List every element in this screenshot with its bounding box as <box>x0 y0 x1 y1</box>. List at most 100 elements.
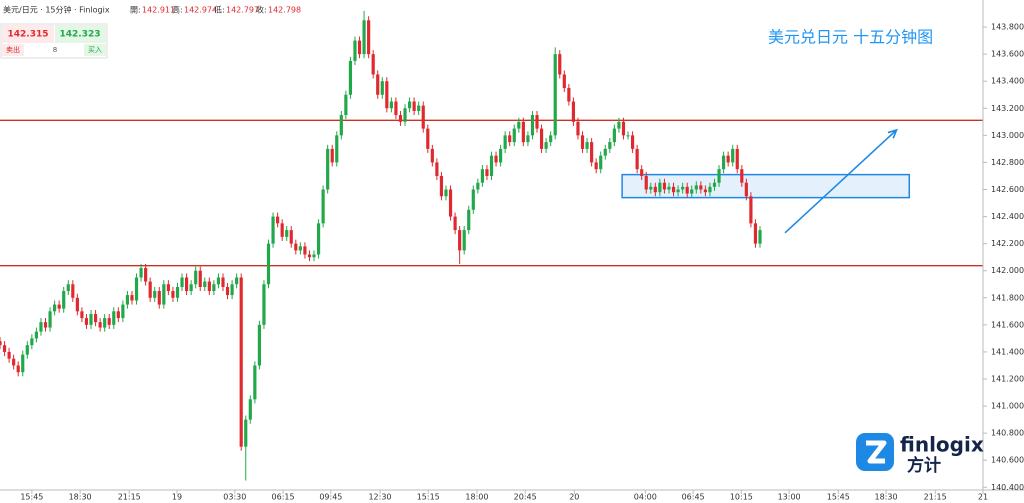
candle-body <box>430 148 434 163</box>
candle-body <box>53 304 57 312</box>
candle-body <box>171 291 175 298</box>
candle-body <box>80 311 84 319</box>
candle-body <box>485 169 489 176</box>
candle-body <box>257 324 261 366</box>
candle-body <box>75 297 79 312</box>
candle-body <box>189 284 193 292</box>
candle-body <box>353 40 357 61</box>
logo-mark <box>866 440 887 464</box>
candle-body <box>43 322 48 328</box>
candle-body <box>640 169 644 176</box>
x-tick-label: 15:45 <box>20 493 43 502</box>
candle-body <box>649 186 653 190</box>
candle-body <box>758 230 762 244</box>
y-tick-label: 142.000 <box>991 266 1024 275</box>
y-tick-label: 143.000 <box>991 131 1024 140</box>
candle-body <box>585 142 589 149</box>
candle-body <box>658 182 662 193</box>
sell-button[interactable] <box>2 25 54 43</box>
y-tick-label: 141.800 <box>991 293 1024 302</box>
candle-body <box>271 216 275 244</box>
candle-body <box>722 155 726 170</box>
candle-body <box>480 169 484 183</box>
open-label: 開: <box>130 6 141 15</box>
candle-body <box>403 108 407 122</box>
candle-body <box>635 148 639 170</box>
candle-body <box>494 155 498 163</box>
candle-body <box>421 105 425 129</box>
candle-body <box>708 186 712 193</box>
candle-body <box>394 101 398 116</box>
x-tick-label: 19 <box>172 493 182 502</box>
candle-body <box>539 128 544 149</box>
candle-body <box>544 142 548 149</box>
spread: 8 <box>53 46 57 54</box>
candle-body <box>335 135 339 163</box>
candle-body <box>731 148 735 163</box>
candle-body <box>262 284 266 325</box>
candle-body <box>549 135 553 143</box>
y-tick-label: 142.400 <box>991 212 1024 221</box>
candle-body <box>749 196 753 224</box>
candle-body <box>239 277 243 447</box>
y-tick-label: 143.600 <box>991 50 1024 59</box>
symbol-label: 美元/日元 · 15分钟 · Finlogix <box>3 5 110 15</box>
candle-body <box>435 162 439 176</box>
candle-body <box>744 182 748 197</box>
candle-body <box>690 189 694 194</box>
candle-body <box>125 295 130 305</box>
candle-body <box>339 115 343 136</box>
candle-body <box>89 314 93 325</box>
candle-body <box>630 135 635 149</box>
x-tick-label: 15:45 <box>827 493 850 502</box>
y-tick-label: 141.200 <box>991 375 1024 384</box>
x-tick-label: 04:00 <box>634 493 657 502</box>
candle-body <box>184 277 189 292</box>
candle-body <box>371 54 375 75</box>
candle-body <box>517 121 521 129</box>
sell-tag[interactable] <box>2 44 24 56</box>
candle-body <box>471 189 475 210</box>
quote-panel: 142.315 142.323 卖出 8 买入 <box>0 23 108 59</box>
x-tick-label: 21:15 <box>118 493 141 502</box>
candle-body <box>84 318 89 325</box>
close-label: 收: <box>256 5 267 15</box>
candle-body <box>98 322 102 328</box>
y-tick-label: 140.800 <box>991 429 1024 438</box>
x-tick-label: 06:45 <box>682 493 705 502</box>
candle-body <box>489 155 494 176</box>
x-tick-label: 20:45 <box>514 493 537 502</box>
plot-area <box>0 10 983 481</box>
candle-body <box>462 230 466 251</box>
candle-body <box>562 74 566 88</box>
candle-body <box>685 186 689 194</box>
logo-cn: 方计 <box>907 455 941 476</box>
candle-body <box>294 243 298 251</box>
candle-body <box>735 148 739 170</box>
candle-body <box>467 209 471 231</box>
y-tick-label: 142.200 <box>991 239 1024 248</box>
candle-body <box>216 277 221 285</box>
candle-body <box>439 175 444 197</box>
buy-button[interactable] <box>55 25 106 43</box>
y-tick-label: 140.400 <box>991 483 1024 492</box>
candle-body <box>148 281 152 298</box>
candle-body <box>726 155 730 163</box>
candle-body <box>662 182 667 190</box>
candle-body <box>644 175 648 190</box>
buy-tag[interactable] <box>84 44 106 56</box>
candle-body <box>385 81 389 109</box>
candle-body <box>285 230 289 237</box>
candle-body <box>180 277 184 287</box>
x-tick-label: 18:30 <box>875 493 898 502</box>
candle-body <box>444 189 448 197</box>
candle-body <box>344 94 348 116</box>
x-tick-label: 20 <box>569 493 579 502</box>
y-tick-label: 141.600 <box>991 320 1024 329</box>
candle-body <box>39 322 43 332</box>
candle-body <box>330 148 334 163</box>
candle-body <box>699 185 703 190</box>
x-tick-label: 21:15 <box>924 493 947 502</box>
logo: finlogix 方计 <box>856 433 984 476</box>
y-tick-label: 141.400 <box>991 347 1024 356</box>
